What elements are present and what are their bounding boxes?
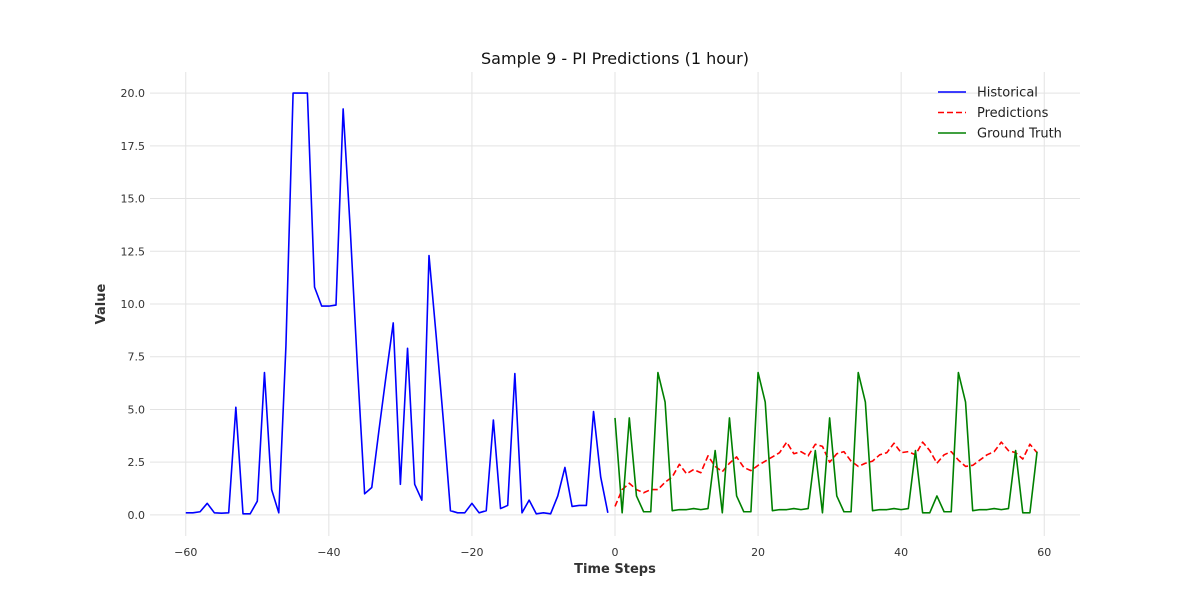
legend: Historical Predictions Ground Truth	[938, 86, 1062, 142]
legend-label-predictions: Predictions	[977, 106, 1049, 121]
x-tick-label: 60	[1037, 546, 1051, 559]
y-tick-label: 15.0	[121, 193, 146, 206]
series-lines	[185, 92, 1038, 515]
y-tick-label: 10.0	[121, 298, 146, 311]
y-tick-label: 2.5	[128, 456, 146, 469]
x-tick-label: 20	[751, 546, 765, 559]
y-tick-label: 7.5	[128, 351, 146, 364]
series-line-ground-truth	[614, 371, 1038, 514]
chart-title: Sample 9 - PI Predictions (1 hour)	[481, 49, 749, 68]
legend-label-ground-truth: Ground Truth	[977, 127, 1062, 142]
y-tick-label: 5.0	[128, 403, 146, 416]
series-line-historical	[185, 92, 609, 515]
y-tick-label: 0.0	[128, 509, 146, 522]
x-axis-label: Time Steps	[574, 562, 656, 577]
grid	[150, 72, 1080, 536]
y-tick-label: 17.5	[121, 140, 146, 153]
x-tick-label: 40	[894, 546, 908, 559]
x-tick-label: −20	[460, 546, 483, 559]
x-tick-label: −40	[317, 546, 340, 559]
y-axis-label: Value	[94, 283, 109, 324]
y-tick-label: 20.0	[121, 87, 146, 100]
x-tick-label: 0	[612, 546, 619, 559]
y-tick-label: 12.5	[121, 245, 146, 258]
legend-label-historical: Historical	[977, 86, 1038, 101]
series-line-predictions	[614, 441, 1038, 507]
tick-labels: −60 −40 −20 0 20 40 60 0.0 2.5 5.0 7.5 10.0 12.5 15.0…	[121, 87, 1052, 559]
x-tick-label: −60	[174, 546, 197, 559]
